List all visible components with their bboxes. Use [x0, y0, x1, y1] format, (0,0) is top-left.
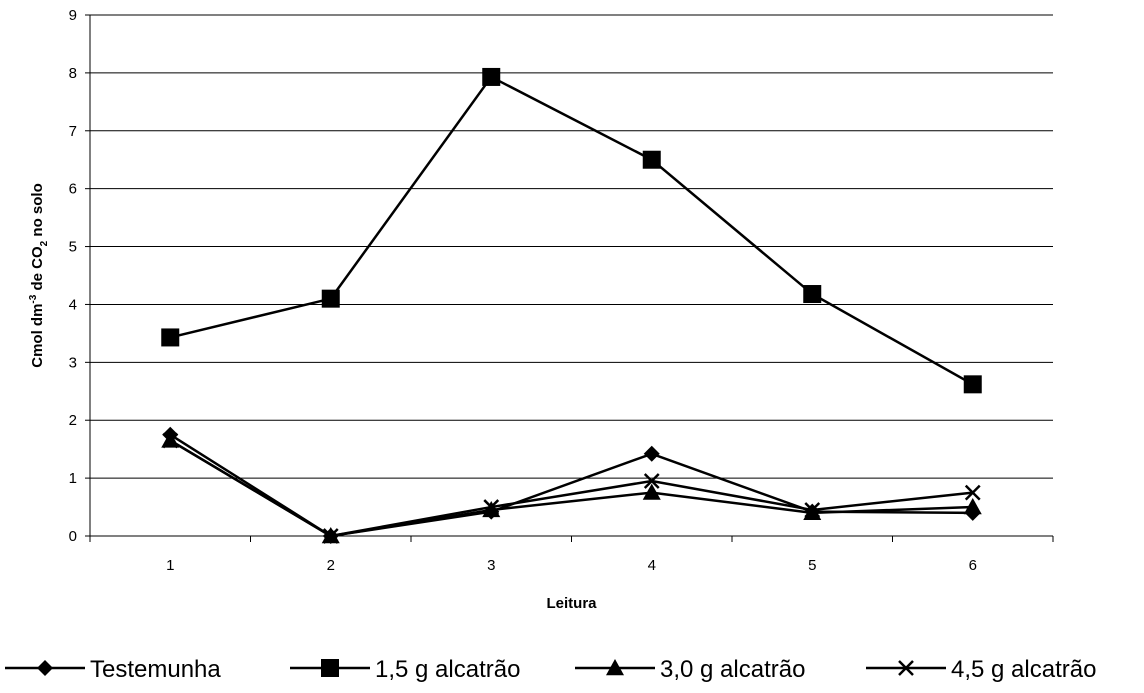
data-point — [643, 445, 660, 462]
data-point — [803, 285, 822, 304]
data-point — [804, 502, 821, 518]
data-point — [321, 289, 340, 308]
series-3 — [161, 431, 982, 544]
legend-marker — [606, 659, 624, 676]
legend-marker — [321, 659, 339, 677]
data-point — [963, 498, 982, 515]
data-point — [964, 484, 981, 501]
axes: 0 1 2 3 4 5 6 7 8 9 1 2 3 4 5 6 — [69, 7, 1054, 574]
data-point — [642, 483, 661, 500]
y-tick-label: 4 — [69, 296, 77, 313]
y-axis-title: Cmol dm-3 de CO2 no solo — [28, 183, 50, 367]
legend: Testemunha 1,5 g alcatrão 3,0 g alcatrão 4,… — [5, 656, 1096, 683]
x-tick-label: 4 — [648, 557, 656, 574]
data-point — [483, 499, 500, 515]
y-tick-label: 3 — [69, 354, 77, 371]
data-point — [642, 150, 661, 169]
x-tick-label: 3 — [487, 557, 495, 574]
y-tick-label: 9 — [69, 7, 77, 24]
x-tick-label: 6 — [969, 557, 977, 574]
x-tick-label: 2 — [327, 557, 335, 574]
legend-item: Testemunha — [5, 656, 221, 683]
data-point — [162, 432, 179, 449]
series-line — [169, 75, 974, 386]
data-point — [322, 528, 339, 544]
legend-item: 3,0 g alcatrão — [575, 656, 805, 683]
x-tick-label: 1 — [166, 557, 174, 574]
series-1 — [162, 426, 981, 544]
y-tick-label: 8 — [69, 65, 77, 82]
grid-lines — [90, 14, 1053, 479]
series-2 — [161, 67, 982, 394]
legend-label: 3,0 g alcatrão — [660, 656, 805, 683]
legend-marker — [37, 660, 53, 676]
legend-label: 1,5 g alcatrão — [375, 656, 520, 683]
x-tick-label: 5 — [808, 557, 816, 574]
legend-marker — [898, 660, 914, 676]
series-layer — [161, 67, 982, 544]
legend-item: 1,5 g alcatrão — [290, 656, 520, 683]
data-point — [963, 375, 982, 394]
legend-item: 4,5 g alcatrão — [866, 656, 1096, 683]
data-point — [482, 67, 501, 86]
y-tick-label: 0 — [69, 528, 77, 545]
y-tick-label: 2 — [69, 412, 77, 429]
series-4 — [162, 432, 981, 544]
data-point — [643, 473, 660, 489]
y-tick-label: 5 — [69, 239, 77, 256]
x-axis-title: Leitura — [546, 595, 597, 612]
series-line — [169, 439, 973, 538]
legend-label: Testemunha — [90, 656, 221, 683]
y-tick-label: 7 — [69, 123, 77, 140]
series-line — [169, 433, 973, 538]
data-point — [161, 328, 180, 347]
y-tick-label: 6 — [69, 181, 77, 198]
series-line — [169, 439, 973, 538]
legend-label: 4,5 g alcatrão — [951, 656, 1096, 683]
y-tick-label: 1 — [69, 470, 77, 487]
